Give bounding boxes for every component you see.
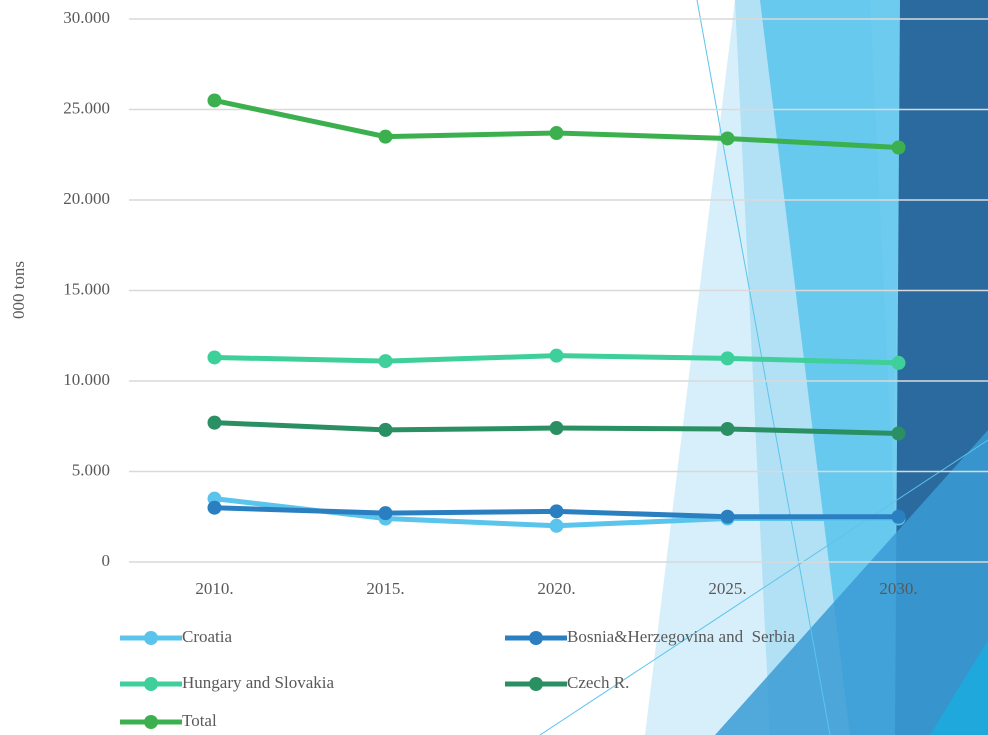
data-point [549,421,564,436]
legend-marker [529,677,543,691]
data-point [207,415,222,430]
data-point [549,126,564,141]
x-tick-label: 2030. [879,579,917,598]
x-tick-label: 2025. [708,579,746,598]
data-point [549,504,564,519]
legend-item: Hungary and Slovakia [120,673,334,692]
y-tick-label: 20.000 [63,189,110,208]
data-point [891,140,906,155]
data-point [378,422,393,437]
data-point [720,509,735,524]
data-point [207,500,222,515]
data-point [549,518,564,533]
legend-label: Croatia [182,627,232,646]
data-point [720,421,735,436]
data-point [207,93,222,108]
y-tick-label: 15.000 [63,279,110,298]
legend-marker [144,715,158,729]
legend-label: Bosnia&Herzegovina and Serbia [567,627,795,646]
y-tick-label: 0 [102,551,111,570]
y-tick-label: 30.000 [63,8,110,27]
legend-marker [144,631,158,645]
legend-label: Total [182,711,217,730]
legend-label: Czech R. [567,673,629,692]
x-tick-label: 2020. [537,579,575,598]
legend: Croatia Bosnia&Herzegovina and Serbia Hung… [120,627,795,730]
data-point [378,506,393,521]
plot [207,93,906,533]
legend-item: Czech R. [505,673,629,692]
y-tick-label: 5.000 [72,460,110,479]
data-point [549,348,564,363]
data-point [891,426,906,441]
background-decoration [539,0,988,735]
legend-item: Bosnia&Herzegovina and Serbia [505,627,795,646]
data-point [378,354,393,369]
y-tick-label: 10.000 [63,370,110,389]
data-point [891,355,906,370]
data-point [207,350,222,365]
data-point [378,129,393,144]
y-tick-label: 25.000 [63,98,110,117]
legend-marker [529,631,543,645]
legend-marker [144,677,158,691]
legend-item: Croatia [120,627,232,646]
x-tick-label: 2015. [366,579,404,598]
legend-item: Total [120,711,217,730]
legend-label: Hungary and Slovakia [182,673,334,692]
x-tick-label: 2010. [195,579,233,598]
y-axis-label: 000 tons [9,261,28,319]
data-point [891,509,906,524]
data-point [720,351,735,366]
data-point [720,131,735,146]
grid: 0 5.000 10.000 15.000 20.000 25.000 30.000 2010… [63,8,988,598]
